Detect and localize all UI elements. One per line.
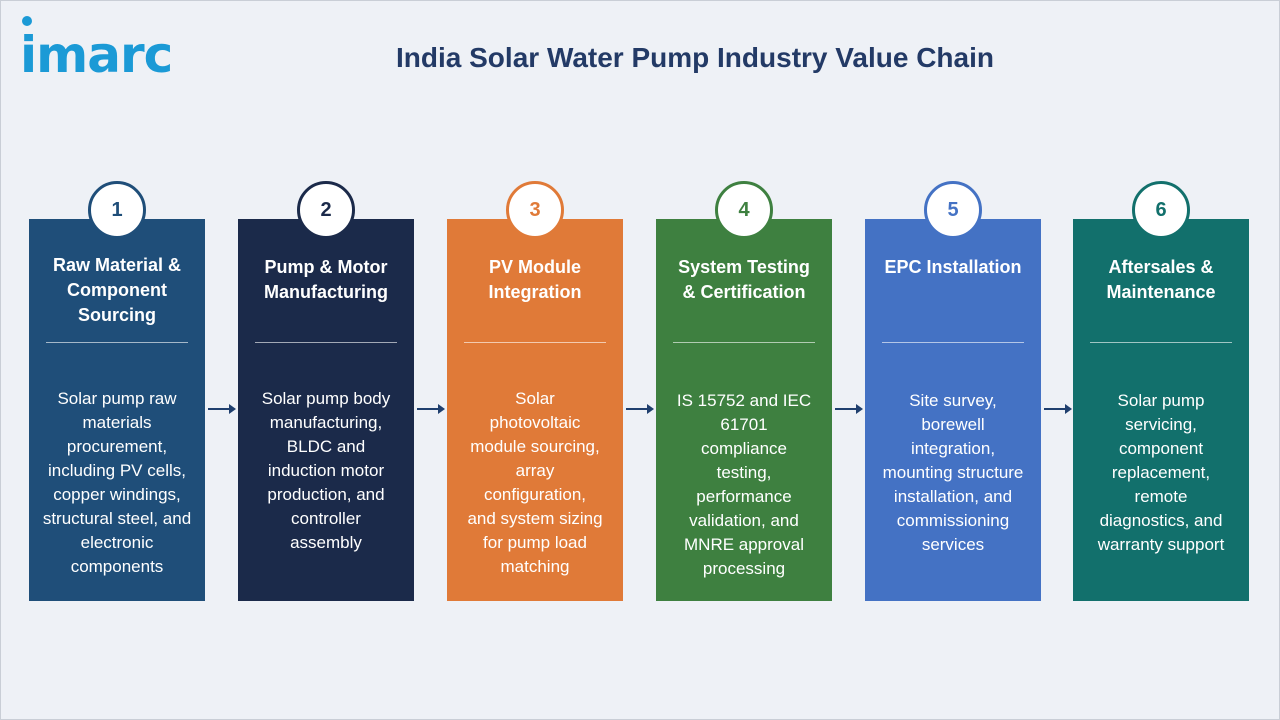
step-description: Solar pump raw materials procurement, in… xyxy=(42,389,192,576)
step-description: Solar pump servicing, component replacem… xyxy=(1097,391,1225,554)
imarc-logo: imarc xyxy=(20,16,200,80)
step-description: Solar pump body manufacturing, BLDC and … xyxy=(261,389,391,552)
step-number-badge: 2 xyxy=(297,181,355,239)
step-description: Solar photovoltaic module sourcing, arra… xyxy=(467,389,603,576)
step-number-badge: 3 xyxy=(506,181,564,239)
step-divider xyxy=(673,342,815,343)
step-number-badge: 1 xyxy=(88,181,146,239)
arrow-right-icon xyxy=(1044,404,1072,414)
step-heading: Pump & Motor Manufacturing xyxy=(264,257,388,302)
value-chain-step-6: Aftersales & Maintenance Solar pump servi… xyxy=(1073,219,1249,601)
step-divider xyxy=(46,342,188,343)
logo-dot-icon xyxy=(22,16,32,26)
value-chain-step-1: Raw Material & Component Sourcing Solar p… xyxy=(29,219,205,601)
step-number-badge: 6 xyxy=(1132,181,1190,239)
step-heading: PV Module Integration xyxy=(488,257,582,302)
value-chain-step-3: PV Module Integration Solar photovoltaic … xyxy=(447,219,623,601)
step-heading: System Testing & Certification xyxy=(678,257,810,302)
arrow-right-icon xyxy=(626,404,654,414)
step-number-badge: 5 xyxy=(924,181,982,239)
value-chain-step-4: System Testing & Certification IS 15752 a… xyxy=(656,219,832,601)
step-heading: Raw Material & Component Sourcing xyxy=(52,255,182,325)
arrow-right-icon xyxy=(835,404,863,414)
step-divider xyxy=(255,342,397,343)
step-heading: Aftersales & Maintenance xyxy=(1106,257,1216,302)
arrow-right-icon xyxy=(208,404,236,414)
step-description: Site survey, borewell integration, mount… xyxy=(882,391,1024,554)
value-chain-step-2: Pump & Motor Manufacturing Solar pump bod… xyxy=(238,219,414,601)
page-title: India Solar Water Pump Industry Value Ch… xyxy=(396,42,994,73)
step-divider xyxy=(882,342,1024,343)
step-heading: EPC Installation xyxy=(884,257,1022,277)
value-chain-step-5: EPC Installation Site survey, borewell in… xyxy=(865,219,1041,601)
step-divider xyxy=(1090,342,1232,343)
step-divider xyxy=(464,342,606,343)
arrow-right-icon xyxy=(417,404,445,414)
step-number-badge: 4 xyxy=(715,181,773,239)
step-description: IS 15752 and IEC 61701 compliance testin… xyxy=(676,391,812,578)
logo-text: imarc xyxy=(20,26,173,84)
